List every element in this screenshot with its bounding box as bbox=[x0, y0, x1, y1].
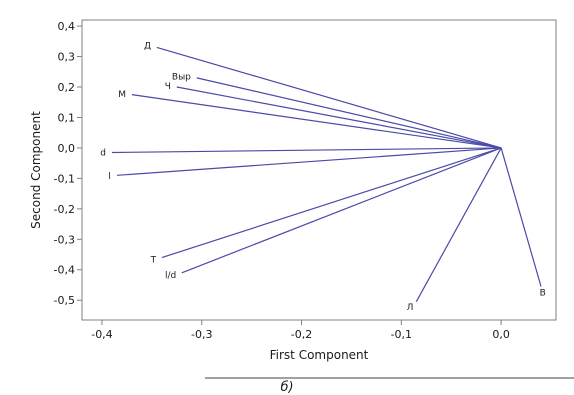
vector-label: М bbox=[118, 90, 126, 100]
vector-line bbox=[176, 86, 502, 149]
x-tick-label: -0,4 bbox=[91, 328, 112, 341]
vector-label: l bbox=[108, 172, 111, 182]
vector-label: Ч bbox=[165, 82, 171, 92]
y-axis-title: Second Component bbox=[29, 111, 43, 229]
biplot-chart: -0,4 -0,3 -0,2 -0,1 0,0 0,4 0,3 0,2 0,1 0,0 -0,1 -0… bbox=[29, 19, 574, 379]
vector-label: d bbox=[100, 149, 106, 159]
y-tick-label: -0,1 bbox=[54, 172, 75, 185]
vector-label: Д bbox=[144, 42, 151, 52]
vector-label: Т bbox=[150, 255, 157, 265]
vector-line bbox=[116, 147, 502, 176]
y-tick-label: -0,3 bbox=[54, 233, 75, 246]
figure-caption: б) bbox=[280, 380, 294, 395]
vector-line bbox=[161, 147, 502, 259]
y-tick-label: 0,4 bbox=[58, 20, 76, 33]
y-tick-label: 0,3 bbox=[58, 51, 76, 64]
vector-line bbox=[131, 94, 502, 149]
vector-line bbox=[156, 46, 502, 149]
vector-label: Л bbox=[407, 303, 414, 313]
x-tick-label: -0,2 bbox=[291, 328, 312, 341]
vector-line bbox=[111, 147, 502, 154]
plot-frame bbox=[81, 19, 557, 321]
vector-line bbox=[415, 147, 502, 303]
vector-label: l/d bbox=[165, 271, 176, 281]
vector-label: Выр bbox=[172, 73, 191, 83]
y-tick-label: -0,2 bbox=[54, 203, 75, 216]
vector-label: В bbox=[540, 288, 546, 298]
vector-line bbox=[500, 147, 542, 287]
y-tick-label: -0,5 bbox=[54, 294, 75, 307]
vector-line bbox=[181, 147, 502, 274]
vector-line bbox=[196, 77, 502, 149]
y-tick-label: 0,2 bbox=[58, 81, 76, 94]
axis-ticks: -0,4 -0,3 -0,2 -0,1 0,0 0,4 0,3 0,2 0,1 0,0 -0,1 -0… bbox=[54, 20, 510, 341]
y-tick-label: 0,1 bbox=[58, 111, 76, 124]
y-tick-label: 0,0 bbox=[58, 142, 76, 155]
y-tick-label: -0,4 bbox=[54, 264, 75, 277]
x-tick-label: -0,1 bbox=[391, 328, 412, 341]
x-axis-title: First Component bbox=[270, 348, 369, 362]
x-tick-label: -0,3 bbox=[191, 328, 212, 341]
x-tick-label: 0,0 bbox=[492, 328, 510, 341]
